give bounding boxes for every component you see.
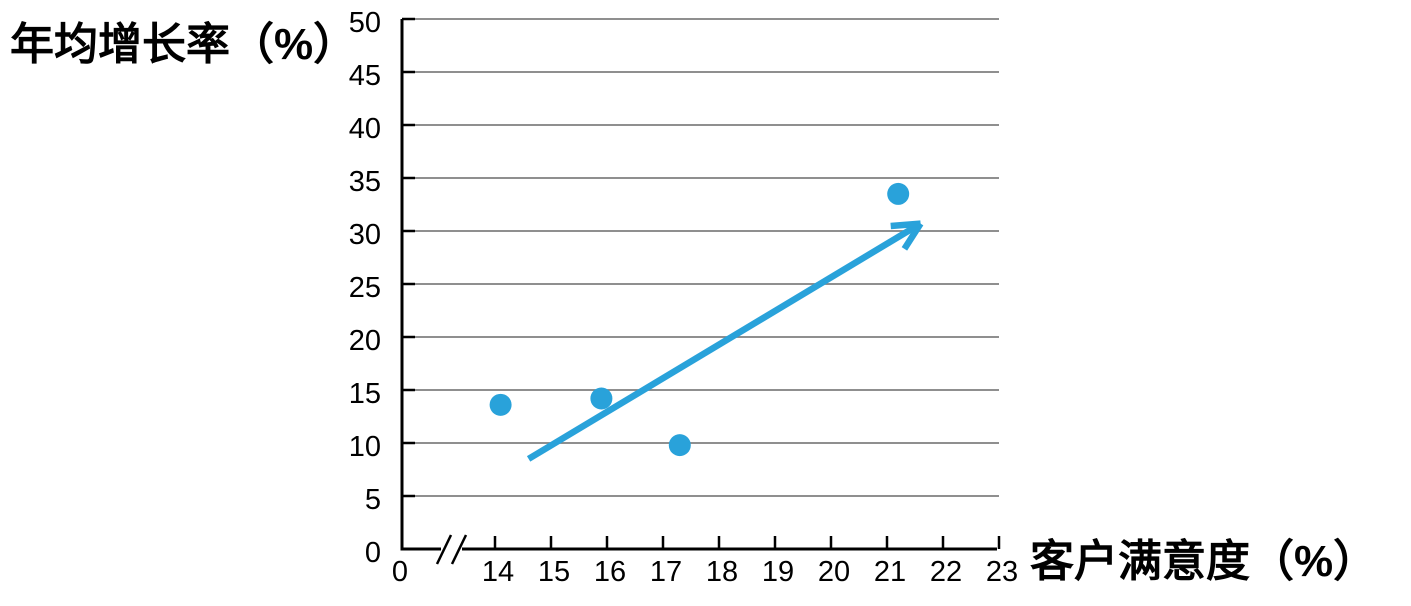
x-tick-label: 17	[650, 556, 682, 588]
x-tick-label: 16	[594, 556, 626, 588]
y-tick-label: 40	[349, 113, 381, 145]
x-tick-label: 23	[986, 556, 1018, 588]
trend-arrow-shaft	[526, 220, 923, 462]
y-tick-label: 35	[349, 166, 381, 198]
data-point	[668, 434, 691, 457]
x-tick-label: 22	[930, 556, 962, 588]
y-tick-label: 5	[365, 484, 381, 516]
y-tick-label: 15	[349, 378, 381, 410]
x-tick-label: 14	[482, 556, 514, 588]
y-tick-label: 30	[349, 219, 381, 251]
x-tick-label: 20	[818, 556, 850, 588]
x-origin-label: 0	[392, 556, 408, 588]
x-tick-label: 18	[706, 556, 738, 588]
y-tick-label: 25	[349, 272, 381, 304]
y-tick-label: 50	[349, 7, 381, 39]
y-tick-label: 20	[349, 325, 381, 357]
x-axis-title: 客户满意度（%）	[1030, 537, 1378, 586]
data-point	[887, 182, 910, 205]
axis-break-mark	[450, 534, 468, 565]
trend-arrow-head	[901, 221, 924, 251]
x-tick-label: 15	[538, 556, 570, 588]
y-axis-title: 年均增长率（%）	[10, 20, 358, 69]
trend-arrow-head	[890, 220, 921, 230]
y-tick-label: 10	[349, 431, 381, 463]
axis-break-mark	[435, 534, 453, 565]
y-tick-label: 45	[349, 60, 381, 92]
x-tick-label: 21	[874, 556, 906, 588]
y-tick-label: 0	[365, 537, 381, 569]
data-point	[590, 387, 613, 410]
x-tick-label: 19	[762, 556, 794, 588]
data-point	[489, 393, 512, 416]
